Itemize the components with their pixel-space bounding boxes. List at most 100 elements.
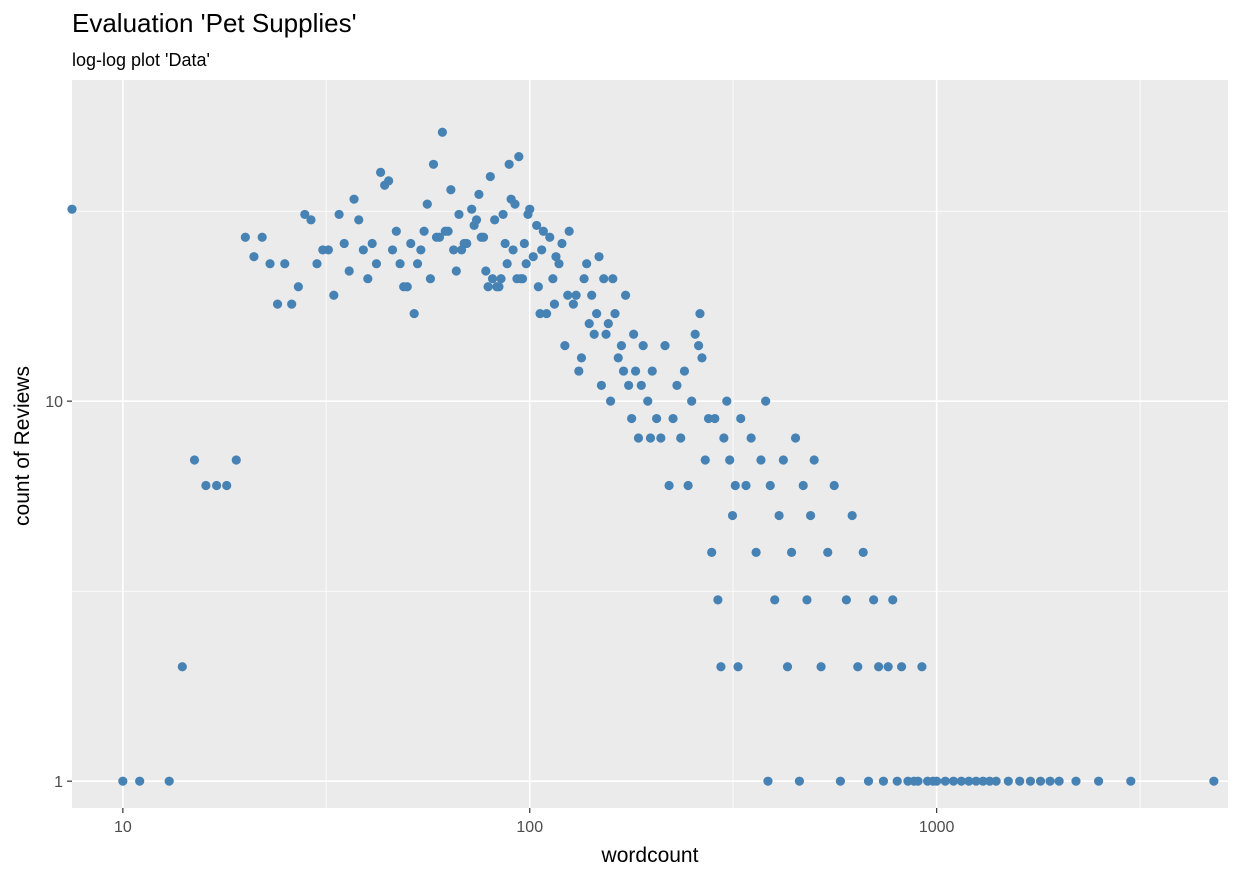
data-point [189,455,200,465]
data-point [467,204,477,214]
x-tick-label: 10 [114,819,132,836]
data-point [592,308,602,319]
data-point [485,171,495,182]
data-point [638,341,648,351]
data-point [545,232,555,242]
data-point [498,209,508,220]
data-point [1025,776,1036,786]
data-point [629,329,639,339]
data-point [135,776,145,786]
data-point [770,595,780,605]
data-point [765,480,775,491]
data-point [376,167,386,177]
data-point [323,245,333,255]
data-point [584,318,594,329]
data-point [500,238,510,249]
data-point [384,176,394,186]
y-tick-label: 10 [45,394,63,411]
data-point [858,547,868,557]
data-point [618,366,629,376]
y-tick-label: 1 [54,774,63,791]
data-point [730,480,740,491]
data-point [494,282,504,292]
data-point [1126,776,1136,786]
data-point [240,232,250,242]
data-point [490,215,500,225]
data-point [557,238,567,249]
data-point [280,259,290,269]
data-point [257,232,267,242]
data-point [563,290,573,300]
data-point [67,204,77,214]
data-point [816,662,826,672]
data-point [896,662,907,672]
data-point [312,259,322,269]
data-point [620,290,631,300]
data-point [589,329,599,339]
data-point [587,290,597,300]
data-point [652,413,662,424]
data-point [272,299,283,309]
data-point [1071,776,1081,786]
data-point [694,341,704,351]
data-point [434,232,445,242]
data-point [481,266,491,276]
data-point [363,274,373,284]
data-point [761,396,771,406]
data-point [231,455,241,465]
data-point [560,341,570,351]
data-point [790,433,801,443]
data-point [164,776,174,786]
data-point [835,776,845,786]
data-point [344,266,354,276]
y-axis-ticks: 1 10 [45,394,72,791]
data-point [462,238,472,249]
data-point [700,455,710,465]
data-point [349,194,359,204]
data-point [510,199,520,209]
data-point [874,662,884,672]
data-point [517,274,528,284]
data-point [782,662,793,672]
data-point [395,259,405,269]
data-point [329,290,339,300]
data-point [683,480,693,491]
data-point [713,595,723,605]
data-point [690,329,700,339]
data-point [596,380,606,391]
data-point [554,259,564,269]
data-point [971,776,981,786]
data-point [576,353,587,363]
data-point [118,776,128,786]
data-point [913,776,923,786]
data-point [454,209,464,220]
data-point [888,595,898,605]
data-point [672,380,682,391]
data-point [869,595,879,605]
data-point [746,433,756,443]
data-point [878,776,889,786]
data-points [67,127,1219,786]
data-point [514,152,524,162]
data-point [474,189,484,199]
data-point [932,776,942,786]
data-point [201,480,211,491]
data-point [1209,776,1219,786]
data-point [964,776,974,786]
data-point [402,282,412,292]
data-point [358,245,368,255]
data-point [579,274,589,284]
data-point [778,455,788,465]
data-point [601,329,611,339]
data-point [548,274,558,284]
data-point [387,245,398,255]
data-point [892,776,902,786]
data-point [339,238,349,249]
data-point [599,274,609,284]
data-point [727,510,738,521]
minor-gridlines [72,80,1228,808]
data-point [736,413,746,424]
x-tick-label: 1000 [919,819,955,836]
data-point [334,209,344,220]
data-point [212,480,222,491]
